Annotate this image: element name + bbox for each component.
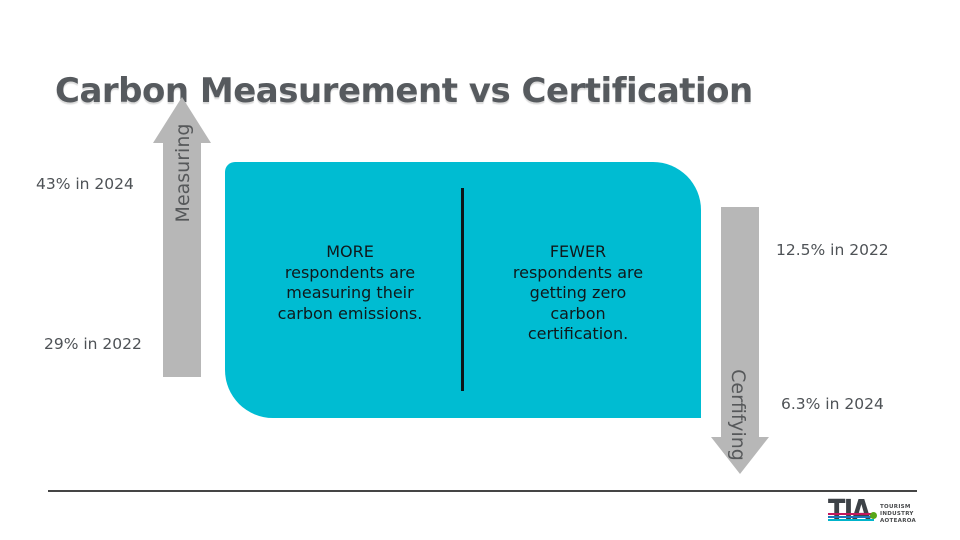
logo-word-industry: INDUSTRY xyxy=(880,511,914,517)
logo-stripe-magenta xyxy=(828,513,874,515)
tia-logo-monogram: TIA xyxy=(828,494,871,529)
tia-logo: TIA TOURISM INDUSTRY AOTEAROA xyxy=(828,494,930,532)
footer-divider xyxy=(48,490,917,492)
measuring-stat-2024: 43% in 2024 xyxy=(36,175,134,193)
certifying-statement: FEWER respondents are getting zero carbo… xyxy=(512,242,644,343)
logo-wordmark: TOURISM INDUSTRY AOTEAROA xyxy=(880,504,916,525)
measuring-stat-2022: 29% in 2022 xyxy=(44,335,142,353)
comparison-box: MORE respondents are measuring their car… xyxy=(225,162,701,418)
logo-koru-icon xyxy=(870,512,877,519)
certifying-stat-2022: 12.5% in 2022 xyxy=(776,241,889,259)
logo-stripe-blue xyxy=(828,516,874,518)
slide-title: Carbon Measurement vs Certification xyxy=(55,70,753,111)
measuring-statement: MORE respondents are measuring their car… xyxy=(277,242,423,323)
certifying-arrow-label: Cerfifying xyxy=(727,369,749,461)
measuring-arrow-label: Measuring xyxy=(172,123,194,223)
certifying-down-arrow-icon xyxy=(711,207,769,474)
logo-word-aotearoa: AOTEAROA xyxy=(880,518,917,524)
logo-stripe-cyan xyxy=(828,519,874,521)
box-divider xyxy=(461,188,464,391)
measuring-up-arrow-icon xyxy=(153,97,211,377)
logo-word-tourism: TOURISM xyxy=(880,504,911,510)
certifying-stat-2024: 6.3% in 2024 xyxy=(781,395,884,413)
